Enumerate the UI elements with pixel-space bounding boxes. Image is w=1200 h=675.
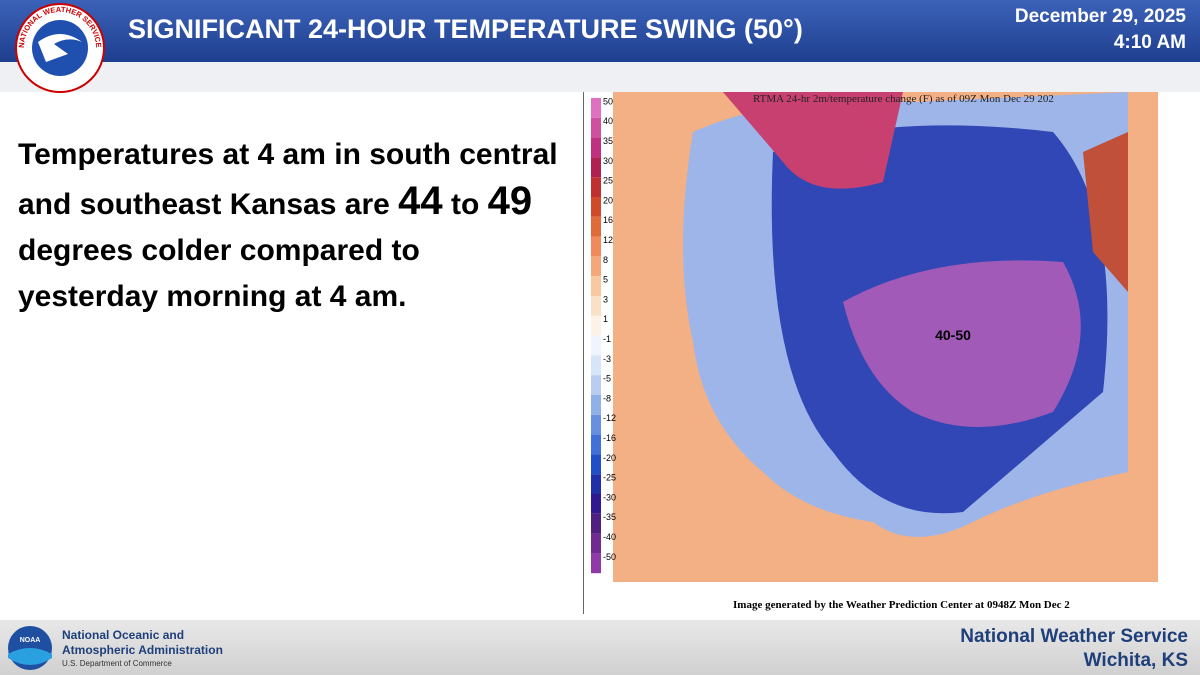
legend-label: 20	[603, 195, 613, 205]
legend-swatch	[591, 494, 601, 514]
legend-label: -50	[603, 552, 616, 562]
legend-label: -30	[603, 492, 616, 502]
map-annotation: 40-50	[935, 327, 971, 343]
legend-label: 3	[603, 294, 608, 304]
nws-logo: NATIONAL WEATHER SERVICE	[15, 3, 105, 93]
legend-label: -1	[603, 334, 611, 344]
legend-swatch	[591, 197, 601, 217]
body-text: Temperatures at 4 am in south central an…	[18, 132, 563, 320]
legend-swatch	[591, 216, 601, 237]
text: Temperatures at 4 am in south central an…	[18, 138, 558, 221]
noaa-line: U.S. Department of Commerce	[62, 659, 172, 668]
map: 40-50 RTMA 24-hr 2m/temperature change (…	[583, 92, 1158, 614]
legend-swatch	[591, 434, 601, 455]
legend-label: 12	[603, 235, 613, 245]
legend-label: -8	[603, 393, 611, 403]
legend-label: -35	[603, 512, 616, 522]
nws-line: National Weather Service	[960, 626, 1188, 647]
noaa-logo: NOAA	[8, 626, 52, 670]
legend-label: -16	[603, 433, 616, 443]
legend-label: 1	[603, 314, 608, 324]
legend-swatch	[591, 117, 601, 138]
legend-swatch	[591, 98, 601, 118]
legend-swatch	[591, 533, 601, 554]
footer	[0, 620, 1200, 675]
map-title: RTMA 24-hr 2m/temperature change (F) as …	[753, 93, 1054, 105]
legend-label: 5	[603, 275, 608, 285]
legend-swatch	[591, 375, 601, 395]
legend-swatch	[591, 474, 601, 494]
legend-swatch	[591, 414, 601, 435]
legend-label: 16	[603, 215, 613, 225]
legend-swatch	[591, 395, 601, 415]
legend-swatch	[591, 296, 601, 316]
legend-swatch	[591, 236, 601, 257]
legend-swatch	[591, 157, 601, 178]
legend-swatch	[591, 276, 601, 296]
title: SIGNIFICANT 24-HOUR TEMPERATURE SWING (5…	[128, 14, 803, 44]
legend: 50 40 35 30 25 20 16 12 8 5 3 1 -1 -3 -5 -8 -12 -16 -20 -25…	[591, 96, 616, 574]
legend-swatch	[591, 256, 601, 277]
noaa-line: National Oceanic and	[62, 628, 185, 642]
legend-swatch	[591, 177, 601, 197]
legend-label: 25	[603, 176, 613, 186]
date: December 29, 2025	[1014, 6, 1186, 27]
legend-swatch	[591, 137, 601, 158]
noaa-line: Atmospheric Administration	[62, 643, 223, 657]
legend-label: -3	[603, 354, 611, 364]
time: 4:10 AM	[1113, 32, 1186, 53]
legend-label: 40	[603, 116, 613, 126]
map-caption: Image generated by the Weather Predictio…	[733, 599, 1070, 611]
header-bar	[0, 0, 1200, 62]
legend-label: 8	[603, 255, 608, 265]
number: 44	[398, 179, 443, 223]
nws-line: Wichita, KS	[1083, 650, 1188, 671]
legend-swatch	[591, 553, 601, 574]
header-band	[0, 62, 1200, 92]
text: to	[451, 188, 480, 221]
legend-swatch	[591, 355, 601, 376]
legend-label: -20	[603, 453, 616, 463]
noaa-logo-text: NOAA	[20, 637, 41, 644]
legend-label: -40	[603, 532, 616, 542]
number: 49	[487, 179, 533, 223]
legend-label: -25	[603, 473, 616, 483]
legend-label: -12	[603, 413, 616, 423]
legend-swatch	[591, 315, 601, 336]
text: degrees colder compared to yesterday mor…	[18, 234, 420, 313]
legend-label: 35	[603, 136, 613, 146]
legend-label: 30	[603, 156, 613, 166]
legend-swatch	[591, 335, 601, 356]
legend-swatch	[591, 513, 601, 534]
legend-swatch	[591, 454, 601, 475]
legend-label: -5	[603, 374, 611, 384]
legend-label: 50	[603, 96, 613, 106]
